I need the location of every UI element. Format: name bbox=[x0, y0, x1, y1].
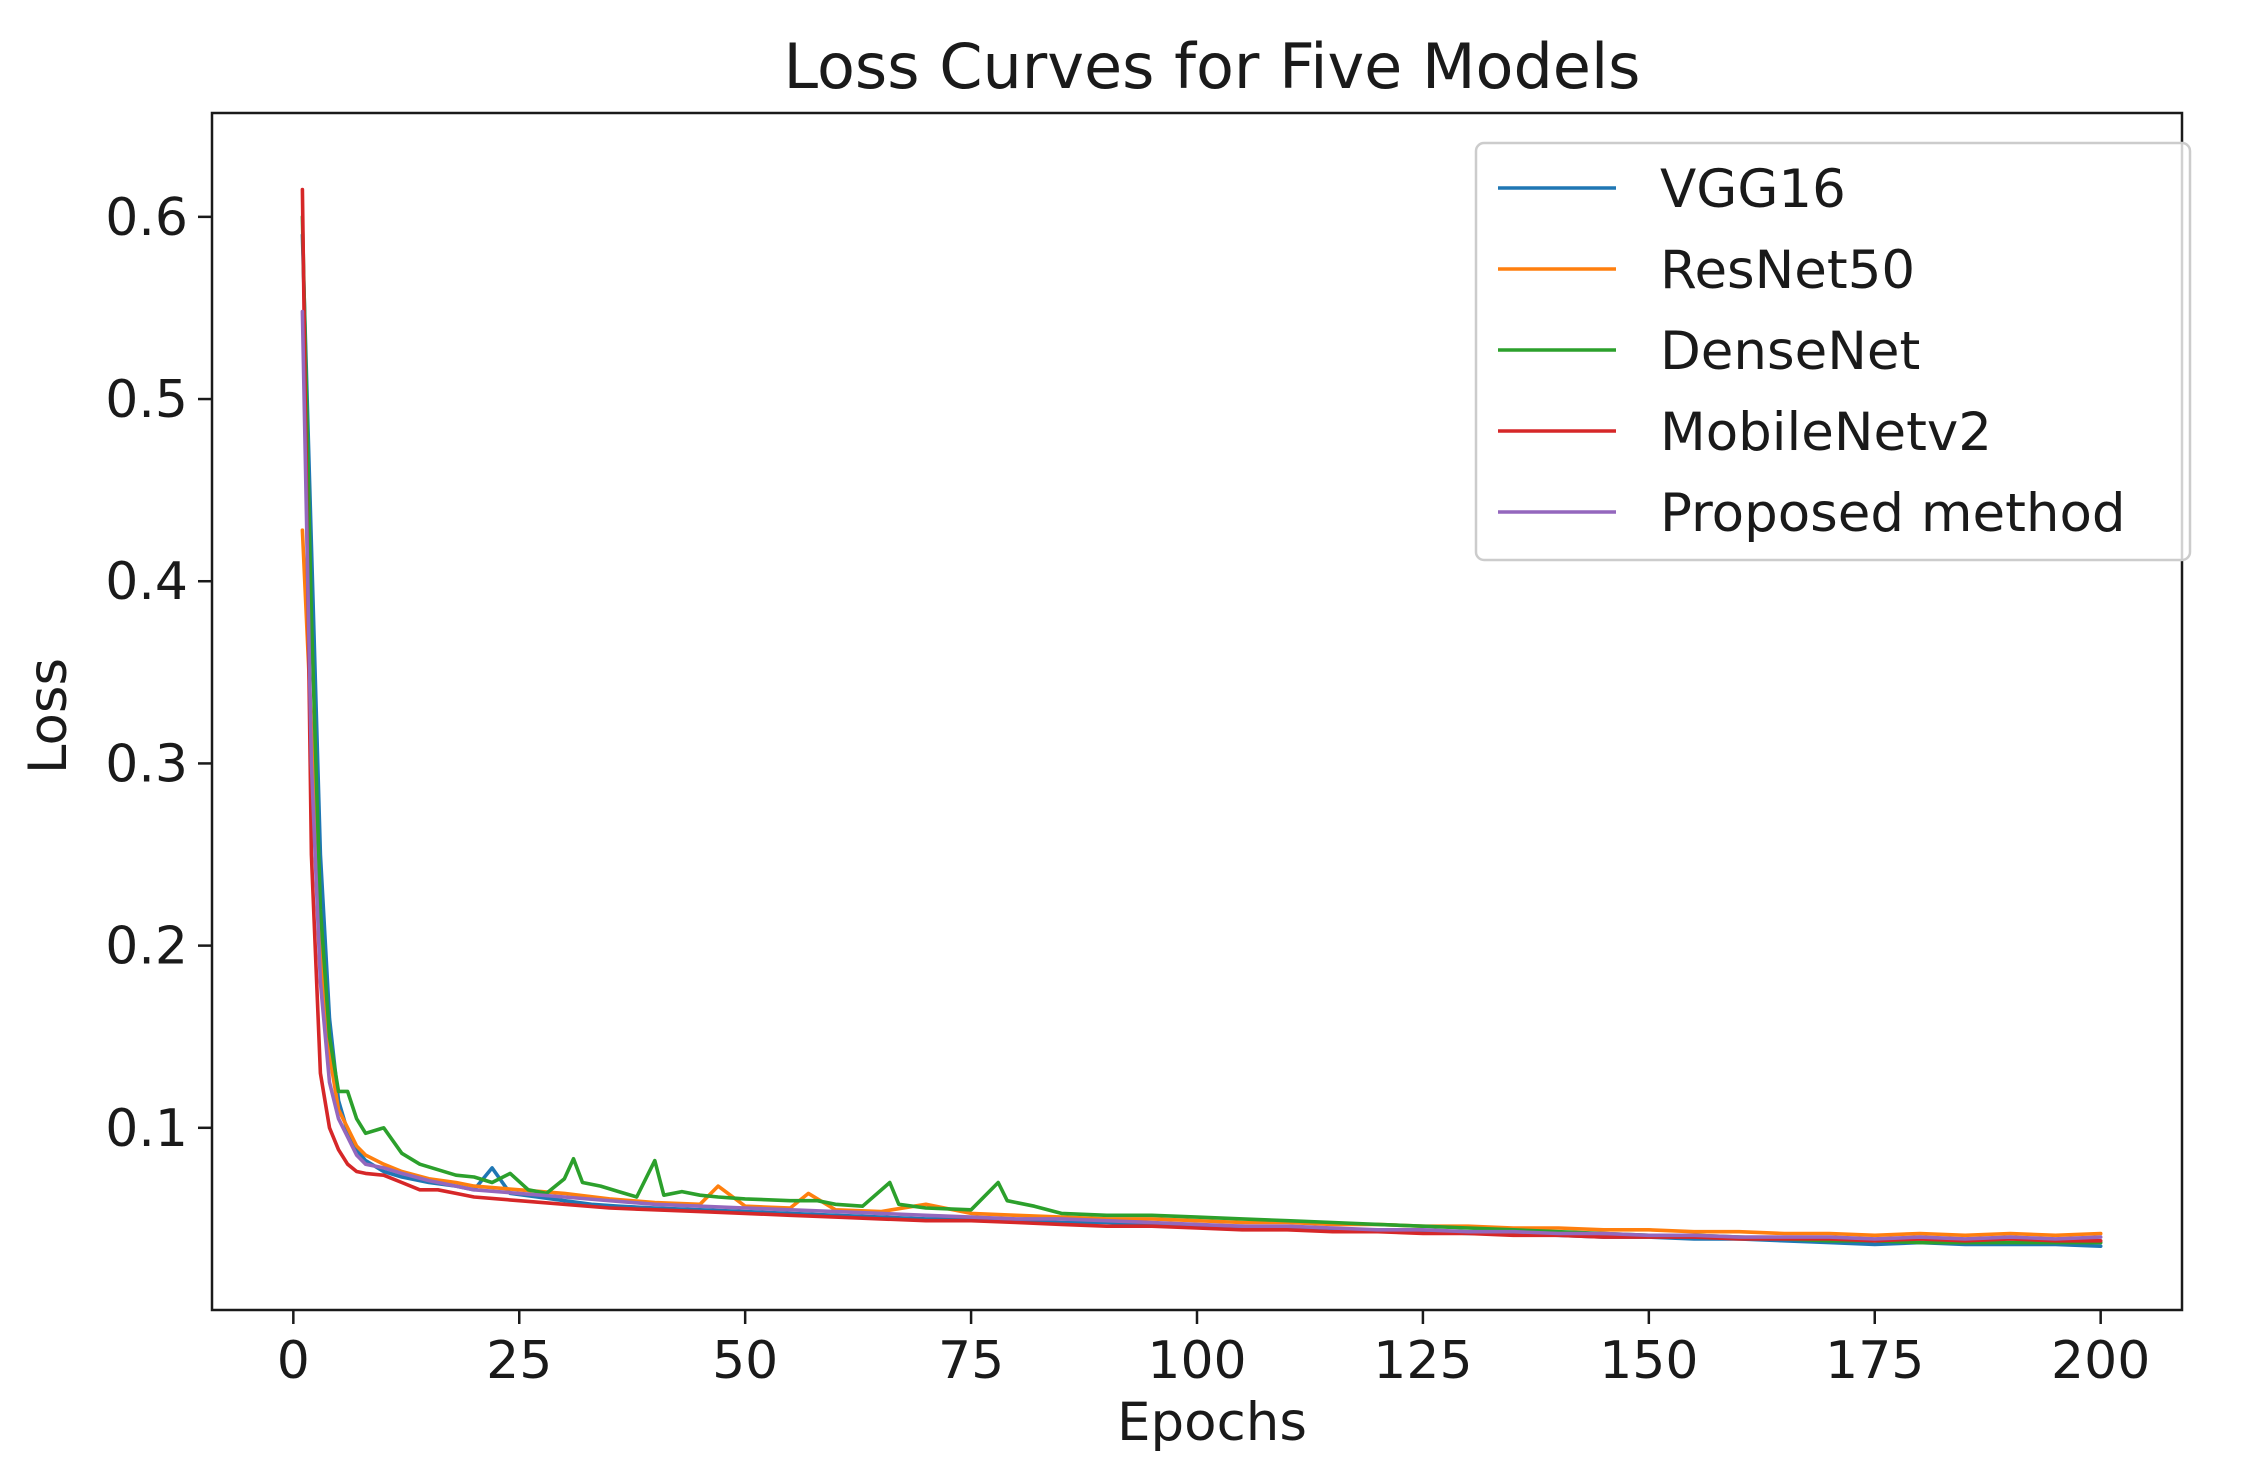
x-axis: 0 25 50 75 100 125 150 175 200 bbox=[277, 1310, 2150, 1391]
x-tick-label: 150 bbox=[1599, 1331, 1698, 1391]
chart-title: Loss Curves for Five Models bbox=[784, 30, 1641, 103]
x-tick-label: 200 bbox=[2051, 1331, 2150, 1391]
legend-label-resnet50: ResNet50 bbox=[1660, 240, 1915, 301]
y-tick-label: 0.3 bbox=[105, 734, 188, 794]
y-tick-label: 0.1 bbox=[105, 1099, 188, 1159]
x-tick-label: 75 bbox=[938, 1331, 1004, 1391]
x-tick-label: 50 bbox=[712, 1331, 778, 1391]
legend: VGG16 ResNet50 DenseNet MobileNetv2 Proposed… bbox=[1474, 141, 2192, 562]
legend-label-densenet: DenseNet bbox=[1660, 321, 1920, 382]
series-line-proposed-method bbox=[300, 309, 2103, 1241]
x-tick-label: 100 bbox=[1147, 1331, 1246, 1391]
legend-label-mobilenetv2: MobileNetv2 bbox=[1660, 402, 1992, 463]
y-axis: 0.1 0.2 0.3 0.4 0.5 0.6 bbox=[105, 188, 212, 1159]
series-line-resnet50 bbox=[300, 528, 2103, 1238]
y-tick-label: 0.2 bbox=[105, 917, 188, 977]
x-tick-label: 0 bbox=[277, 1331, 310, 1391]
legend-frame bbox=[1474, 141, 2192, 562]
y-axis-label: Loss bbox=[18, 658, 79, 774]
legend-label-proposed-method: Proposed method bbox=[1660, 483, 2126, 544]
y-tick-label: 0.5 bbox=[105, 370, 188, 430]
y-tick-label: 0.6 bbox=[105, 188, 188, 248]
y-tick-label: 0.4 bbox=[105, 552, 188, 612]
x-tick-label: 125 bbox=[1373, 1331, 1472, 1391]
series-layer bbox=[300, 187, 2103, 1248]
x-tick-label: 25 bbox=[486, 1331, 552, 1391]
legend-label-vgg16: VGG16 bbox=[1660, 159, 1846, 220]
x-tick-label: 175 bbox=[1825, 1331, 1924, 1391]
x-axis-label: Epochs bbox=[1117, 1392, 1307, 1453]
